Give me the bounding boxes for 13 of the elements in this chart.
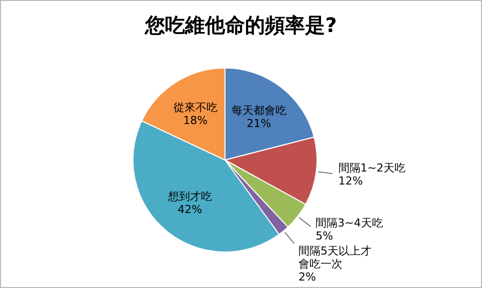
data-label: 2% [298,270,316,284]
data-label: 12% [338,174,363,188]
data-label: 5% [316,229,334,242]
slice-label: 想到才吃 [166,190,212,204]
slice-label: 間隔3~4天吃 [316,216,383,230]
data-label: 21% [246,116,272,130]
slice-label: 每天都會吃 [231,104,286,117]
slice-label: 間隔1~2天吃 [338,162,406,175]
data-label: 42% [178,203,202,216]
slice-label: 從來不吃 [173,100,218,114]
chart-title: 您吃維他命的頻率是? [144,13,337,37]
slice-label: 間隔5天以上才會吃一次 [298,244,372,270]
data-label: 18% [183,114,208,127]
